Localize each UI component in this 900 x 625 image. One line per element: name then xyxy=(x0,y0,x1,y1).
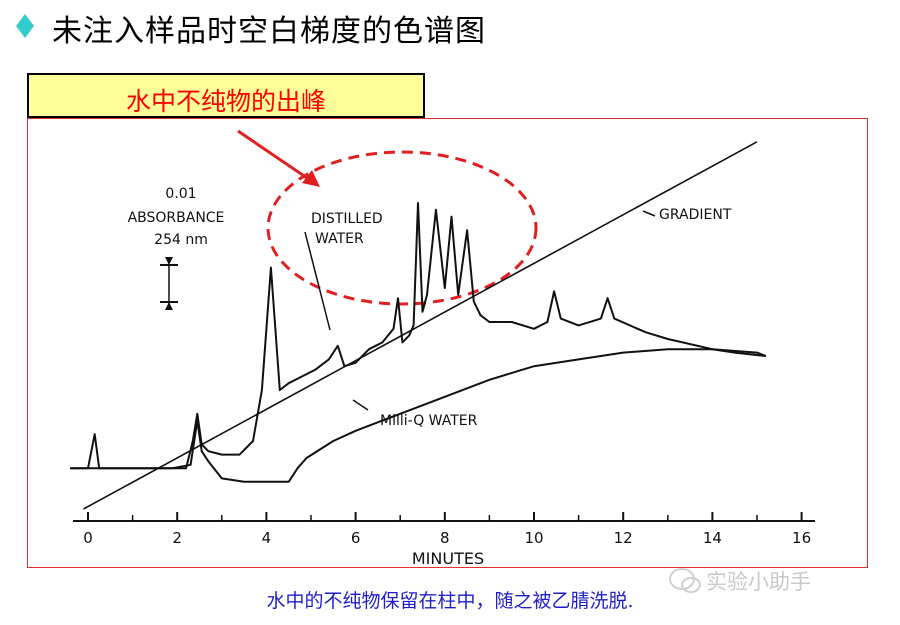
scale-arrow-top xyxy=(165,257,173,265)
slide-caption: 水中的不纯物保留在柱中，随之被乙腈洗脱. xyxy=(266,590,634,612)
milliq-label: Milli-Q WATER xyxy=(380,413,478,429)
callout-arrowhead xyxy=(302,170,320,187)
callout-box: 水中不纯物的出峰 xyxy=(27,73,425,118)
scale-wavelength: 254 nm xyxy=(154,232,208,248)
x-tick-label: 14 xyxy=(703,529,722,547)
x-tick-label: 10 xyxy=(524,529,543,547)
callout-text: 水中不纯物的出峰 xyxy=(125,87,326,116)
x-axis-label: MINUTES xyxy=(412,549,484,568)
diamond-bullet-icon xyxy=(16,14,34,38)
x-tick-label: 16 xyxy=(792,529,811,547)
x-tick-label: 2 xyxy=(172,529,182,547)
distilled-leader xyxy=(304,231,331,331)
scale-value: 0.01 xyxy=(165,186,196,202)
scale-unit-label: ABSORBANCE xyxy=(128,210,225,226)
gradient-leader xyxy=(642,210,656,217)
milli-q-water-trace xyxy=(70,348,767,483)
x-tick-label: 12 xyxy=(614,529,633,547)
x-tick-label: 4 xyxy=(262,529,272,547)
watermark: 实验小助手 xyxy=(668,564,878,598)
chromatogram-figure xyxy=(27,118,868,568)
water-label: WATER xyxy=(315,231,364,247)
x-tick-label: 0 xyxy=(83,529,93,547)
x-tick-label: 8 xyxy=(440,529,450,547)
gradient-label: GRADIENT xyxy=(659,207,732,223)
gradient-line xyxy=(83,141,758,510)
milliq-leader xyxy=(352,399,369,411)
distilled-label: DISTILLED xyxy=(311,211,383,227)
slide-title: 未注入样品时空白梯度的色谱图 xyxy=(52,14,486,49)
watermark-text: 实验小助手 xyxy=(706,570,811,594)
scale-arrow-bottom xyxy=(165,302,173,310)
chat-bubble-icon xyxy=(669,568,701,593)
highlight-ellipse xyxy=(266,150,538,306)
callout-arrow xyxy=(237,129,314,184)
x-tick-label: 6 xyxy=(351,529,361,547)
